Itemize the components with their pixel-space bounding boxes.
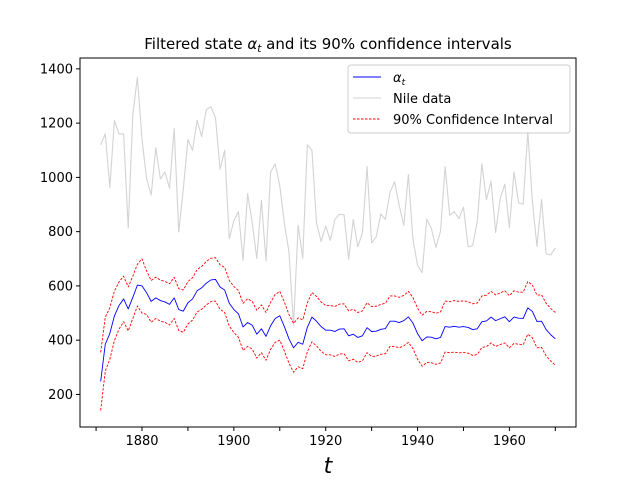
ticks-layer: 1880 1900 1920 1940 1960 200 400 600 800 1000 1200… xyxy=(40,62,556,449)
y-tick-label: 200 xyxy=(48,388,73,403)
y-tick-label: 1400 xyxy=(40,62,73,77)
y-tick-label: 600 xyxy=(48,279,73,294)
x-tick-label: 1920 xyxy=(309,434,342,449)
chart-title: Filtered state αt​ and its 90% confidenc… xyxy=(144,35,512,55)
x-axis-label: t xyxy=(324,454,334,479)
series-line-nile-data xyxy=(100,76,556,326)
x-tick-label: 1880 xyxy=(125,434,158,449)
x-tick-label: 1900 xyxy=(217,434,250,449)
legend-label: αt​ xyxy=(393,71,406,88)
series-layer xyxy=(100,76,556,411)
y-tick-label: 800 xyxy=(48,225,73,240)
axes-frame xyxy=(79,57,577,428)
series-line-90-confidence-interval xyxy=(100,257,556,353)
legend: αt​ Nile data 90% Confidence Interval xyxy=(347,64,571,134)
y-tick-label: 400 xyxy=(48,334,73,349)
plot-area: 1880 1900 1920 1940 1960 200 400 600 800 1000 1200… xyxy=(40,57,577,449)
y-tick-label: 1200 xyxy=(40,117,73,132)
x-tick-label: 1960 xyxy=(493,434,526,449)
y-tick-label: 1000 xyxy=(40,171,73,186)
legend-label: 90% Confidence Interval xyxy=(393,113,553,128)
series-line-alpha-t xyxy=(100,278,556,382)
legend-label: Nile data xyxy=(393,92,451,107)
x-tick-label: 1940 xyxy=(401,434,434,449)
legend-frame xyxy=(347,64,571,134)
legend-items: αt​ Nile data 90% Confidence Interval xyxy=(353,71,553,128)
